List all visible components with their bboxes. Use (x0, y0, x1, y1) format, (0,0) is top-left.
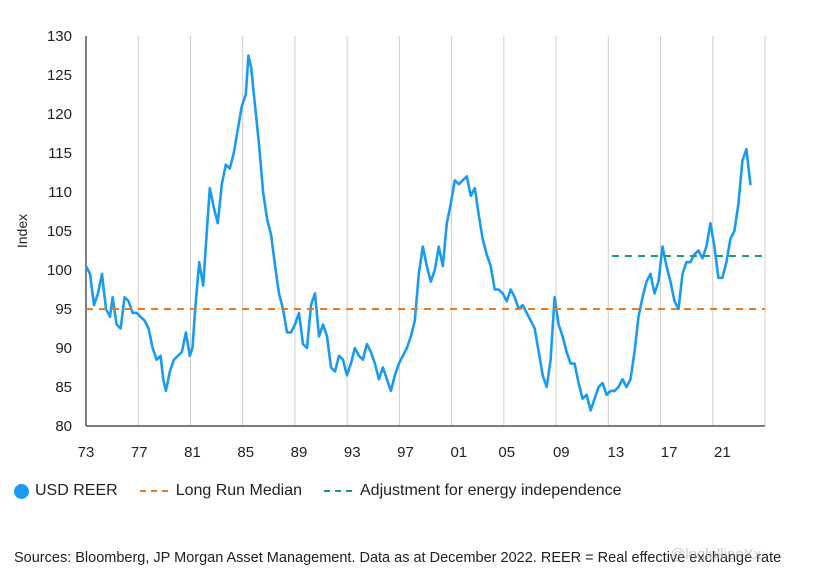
x-tick-label: 09 (553, 444, 570, 461)
y-tick-label: 85 (55, 379, 72, 396)
source-note: Sources: Bloomberg, JP Morgan Asset Mana… (14, 550, 782, 566)
legend-item-energy-adjustment: Adjustment for energy independence (324, 482, 622, 500)
x-tick-label: 17 (661, 444, 678, 461)
watermark: @lnglullipeXx (670, 546, 762, 563)
usd-reer-chart: 80 85 90 95 100 105 110 115 120 125 130 73 77 81 85 89 9… (14, 28, 766, 461)
y-tick-label: 95 (55, 301, 72, 318)
x-tick-label: 05 (498, 444, 515, 461)
legend-label: Long Run Median (175, 482, 302, 499)
y-tick-label: 120 (47, 106, 72, 123)
legend-dot-icon (14, 483, 29, 499)
y-tick-label: 115 (48, 145, 72, 162)
y-tick-label: 125 (47, 67, 72, 84)
y-axis-title: Index (14, 214, 30, 248)
x-tick-label: 89 (291, 444, 308, 461)
y-tick-label: 110 (48, 184, 72, 201)
x-tick-label: 77 (131, 444, 148, 461)
y-tick-label: 100 (47, 262, 72, 279)
series-line-usd-reer (84, 54, 752, 412)
legend-item-long-run-median: Long Run Median (139, 482, 302, 500)
x-tick-label: 85 (237, 444, 254, 461)
x-tick-label: 13 (608, 444, 625, 461)
x-tick-label: 97 (397, 444, 414, 461)
legend: USD REER Long Run Median Adjustment for … (14, 478, 644, 504)
legend-dash-icon (324, 490, 352, 492)
y-tick-label: 80 (55, 418, 72, 435)
legend-label: USD REER (35, 482, 118, 499)
x-tick-label: 81 (184, 444, 201, 461)
legend-item-usd-reer: USD REER (14, 482, 118, 500)
y-tick-label: 90 (55, 340, 72, 357)
y-tick-label: 130 (47, 28, 72, 45)
x-tick-label: 93 (344, 444, 361, 461)
legend-dash-icon (139, 490, 168, 492)
y-tick-label: 105 (47, 223, 72, 240)
x-tick-label: 73 (78, 444, 95, 461)
x-tick-label: 21 (714, 444, 731, 461)
x-tick-label: 01 (450, 444, 467, 461)
legend-label: Adjustment for energy independence (360, 482, 622, 499)
chart-area: 80 85 90 95 100 105 110 115 120 125 130 73 77 81 85 89 9… (14, 28, 766, 461)
